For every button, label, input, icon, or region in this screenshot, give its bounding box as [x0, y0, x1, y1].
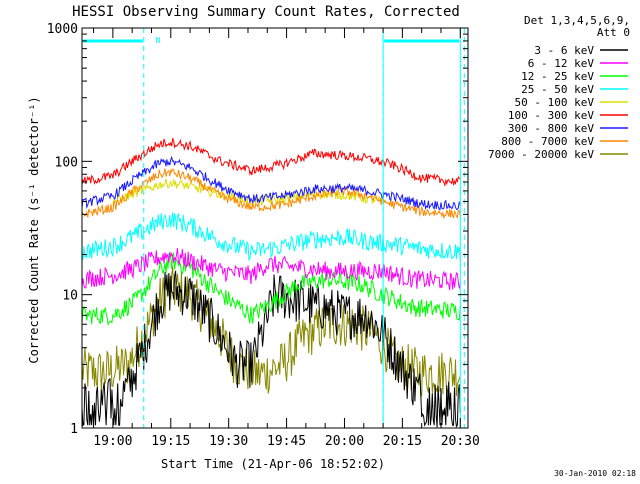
- y-tick-label: 1000: [47, 22, 78, 37]
- legend-label: 800 - 7000 keV: [501, 135, 594, 148]
- x-tick-label: 19:15: [151, 434, 190, 449]
- legend-label: 12 - 25 keV: [521, 70, 594, 83]
- series-line-3-6-kev: [82, 270, 461, 428]
- x-tick-label: 20:00: [325, 434, 364, 449]
- legend-label: 6 - 12 keV: [528, 57, 595, 70]
- legend-label: 7000 - 20000 keV: [488, 148, 594, 161]
- axes: 1 10 100 1000 19:00 19:15 19:30 19:45 20:00 20:15…: [47, 22, 480, 449]
- legend-label: 100 - 300 keV: [508, 109, 594, 122]
- legend-header-line-1: Det 1,3,4,5,6,9,: [524, 14, 630, 27]
- x-tick-label: 19:30: [209, 434, 248, 449]
- x-tick-label: 20:30: [441, 434, 480, 449]
- series-line-6-12-kev: [82, 248, 461, 291]
- footer-timestamp: 30-Jan-2010 02:18: [554, 469, 636, 478]
- series-line-25-50-kev: [82, 212, 461, 262]
- saa-label: N: [155, 36, 160, 45]
- y-tick-label: 10: [62, 289, 78, 304]
- y-tick-label: 1: [70, 422, 78, 437]
- night-markers: N: [81, 28, 465, 428]
- series-line-100-300-kev: [82, 138, 461, 187]
- x-tick-label: 19:45: [267, 434, 306, 449]
- plot-frame: [81, 27, 469, 429]
- y-tick-label: 100: [55, 155, 78, 170]
- legend-label: 300 - 800 keV: [508, 122, 594, 135]
- series-line-300-800-kev: [82, 155, 461, 211]
- legend-label: 25 - 50 keV: [521, 83, 594, 96]
- x-tick-label: 19:00: [93, 434, 132, 449]
- legend-label: 3 - 6 keV: [534, 44, 594, 57]
- y-axis-label: Corrected Count Rate (s⁻¹ detector⁻¹): [27, 96, 41, 363]
- x-axis-label: Start Time (21-Apr-06 18:52:02): [161, 457, 385, 471]
- plot-area: [82, 138, 461, 428]
- series-line-800-7000-kev: [82, 168, 461, 220]
- chart-title: HESSI Observing Summary Count Rates, Cor…: [72, 4, 460, 20]
- legend-header-line-2: Att 0: [597, 26, 630, 39]
- series-line-12-25-kev: [82, 251, 461, 326]
- legend-label: 50 - 100 keV: [515, 96, 595, 109]
- x-tick-label: 20:15: [383, 434, 422, 449]
